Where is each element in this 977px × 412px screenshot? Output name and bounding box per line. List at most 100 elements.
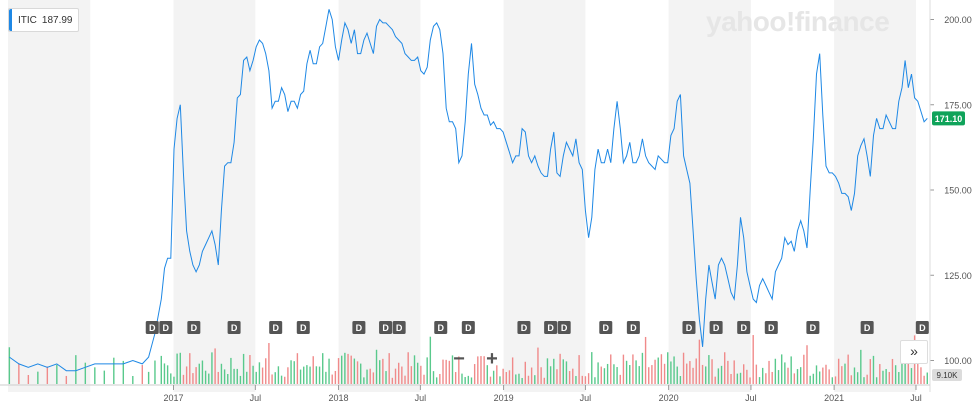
volume-bar xyxy=(847,354,849,384)
x-tick-label: Jul xyxy=(415,393,427,403)
volume-bar xyxy=(727,360,729,384)
x-tick-label: Jul xyxy=(580,393,592,403)
volume-bar xyxy=(530,367,533,384)
volume-bar xyxy=(591,352,593,384)
volume-bar xyxy=(290,360,292,384)
more-options-button[interactable]: » xyxy=(900,340,928,364)
dividend-marker-label: D xyxy=(630,323,637,333)
volume-bar xyxy=(239,375,242,384)
shaded-band xyxy=(173,0,256,392)
legend[interactable]: ITIC 187.99 xyxy=(8,8,80,32)
volume-bar xyxy=(898,372,900,384)
volume-bar xyxy=(227,374,229,384)
zoom-out-button[interactable]: − xyxy=(453,348,465,370)
volume-bar xyxy=(277,366,280,384)
volume-bar xyxy=(584,376,587,384)
volume-bar xyxy=(375,349,378,384)
volume-bar xyxy=(587,373,590,384)
volume-bar xyxy=(787,367,789,384)
volume-bar xyxy=(492,370,495,384)
volume-bar xyxy=(771,371,773,384)
volume-bar xyxy=(382,358,384,384)
volume-bar xyxy=(907,353,909,384)
dividend-marker-label: D xyxy=(149,323,156,333)
volume-bar xyxy=(559,353,561,384)
volume-bar xyxy=(920,367,922,384)
volume-bar xyxy=(103,370,106,384)
volume-bar xyxy=(765,373,767,384)
volume-bar xyxy=(287,367,289,384)
volume-bar xyxy=(749,377,751,384)
volume-bar xyxy=(306,365,308,384)
volume-bar xyxy=(220,363,223,384)
volume-bar xyxy=(255,371,257,384)
volume-bar xyxy=(701,364,704,384)
volume-bar xyxy=(486,365,489,384)
legend-value: 187.99 xyxy=(41,14,73,26)
volume-bar xyxy=(356,361,359,384)
dividend-marker-label: D xyxy=(382,323,389,333)
dividend-marker-label: D xyxy=(272,323,279,333)
volume-bar xyxy=(768,360,770,384)
dividend-marker-label: D xyxy=(300,323,307,333)
volume-bar xyxy=(879,364,881,384)
volume-bar xyxy=(828,369,830,384)
dividend-marker-label: D xyxy=(437,323,444,333)
volume-bar xyxy=(568,371,571,384)
volume-bar xyxy=(641,352,644,384)
volume-bar xyxy=(875,377,878,384)
volume-bar xyxy=(743,364,745,384)
dividend-marker-label: D xyxy=(686,323,693,333)
volume-bar xyxy=(606,363,609,384)
volume-bar xyxy=(663,363,666,384)
volume-bar xyxy=(784,362,786,384)
volume-bar xyxy=(511,357,514,384)
volume-bar xyxy=(8,347,11,384)
volume-bar xyxy=(619,374,621,384)
volume-bar xyxy=(489,376,492,384)
volume-bar xyxy=(505,372,508,384)
volume-bar xyxy=(882,370,884,384)
volume-bar xyxy=(806,345,808,384)
volume-bar xyxy=(803,354,805,384)
volume-bar xyxy=(515,374,517,384)
volume-bar xyxy=(496,365,498,384)
volume-bar xyxy=(869,359,872,384)
volume-bar xyxy=(160,355,162,384)
zoom-in-button[interactable]: + xyxy=(486,348,498,370)
volume-bar xyxy=(378,360,381,384)
volume-bar xyxy=(315,366,318,384)
volume-bar xyxy=(363,377,365,384)
volume-bar xyxy=(686,363,688,384)
volume-badge xyxy=(932,369,962,381)
volume-bar xyxy=(739,372,742,384)
legend-swatch xyxy=(9,9,12,31)
last-price-badge xyxy=(932,111,965,126)
last-price-label: 171.10 xyxy=(935,114,963,124)
x-axis: 2017 Jul 2018 Jul 2019 Jul 2020 Jul 2021 Jul xyxy=(0,384,930,403)
volume-bar xyxy=(242,353,245,384)
volume-bar xyxy=(534,375,536,384)
volume-bar xyxy=(698,339,701,384)
volume-bar xyxy=(284,376,286,384)
volume-bar xyxy=(777,370,780,384)
volume-bar xyxy=(303,366,305,384)
volume-bar xyxy=(822,367,824,384)
dividend-marker xyxy=(764,321,778,334)
dividend-marker xyxy=(296,321,310,334)
volume-bar xyxy=(223,369,226,384)
volume-bar xyxy=(268,343,270,384)
volume-bar xyxy=(549,366,552,384)
volume-bar xyxy=(84,362,87,384)
volume-bar xyxy=(613,364,615,384)
volume-bar xyxy=(293,361,295,384)
x-tick-label: 2020 xyxy=(659,393,679,403)
volume-bar xyxy=(477,356,479,384)
volume-bar xyxy=(657,357,659,384)
volume-bar xyxy=(670,361,672,384)
volume-bar xyxy=(575,375,577,384)
dividend-marker-label: D xyxy=(864,323,871,333)
volume-bar xyxy=(201,360,204,384)
shaded-band xyxy=(834,0,916,392)
